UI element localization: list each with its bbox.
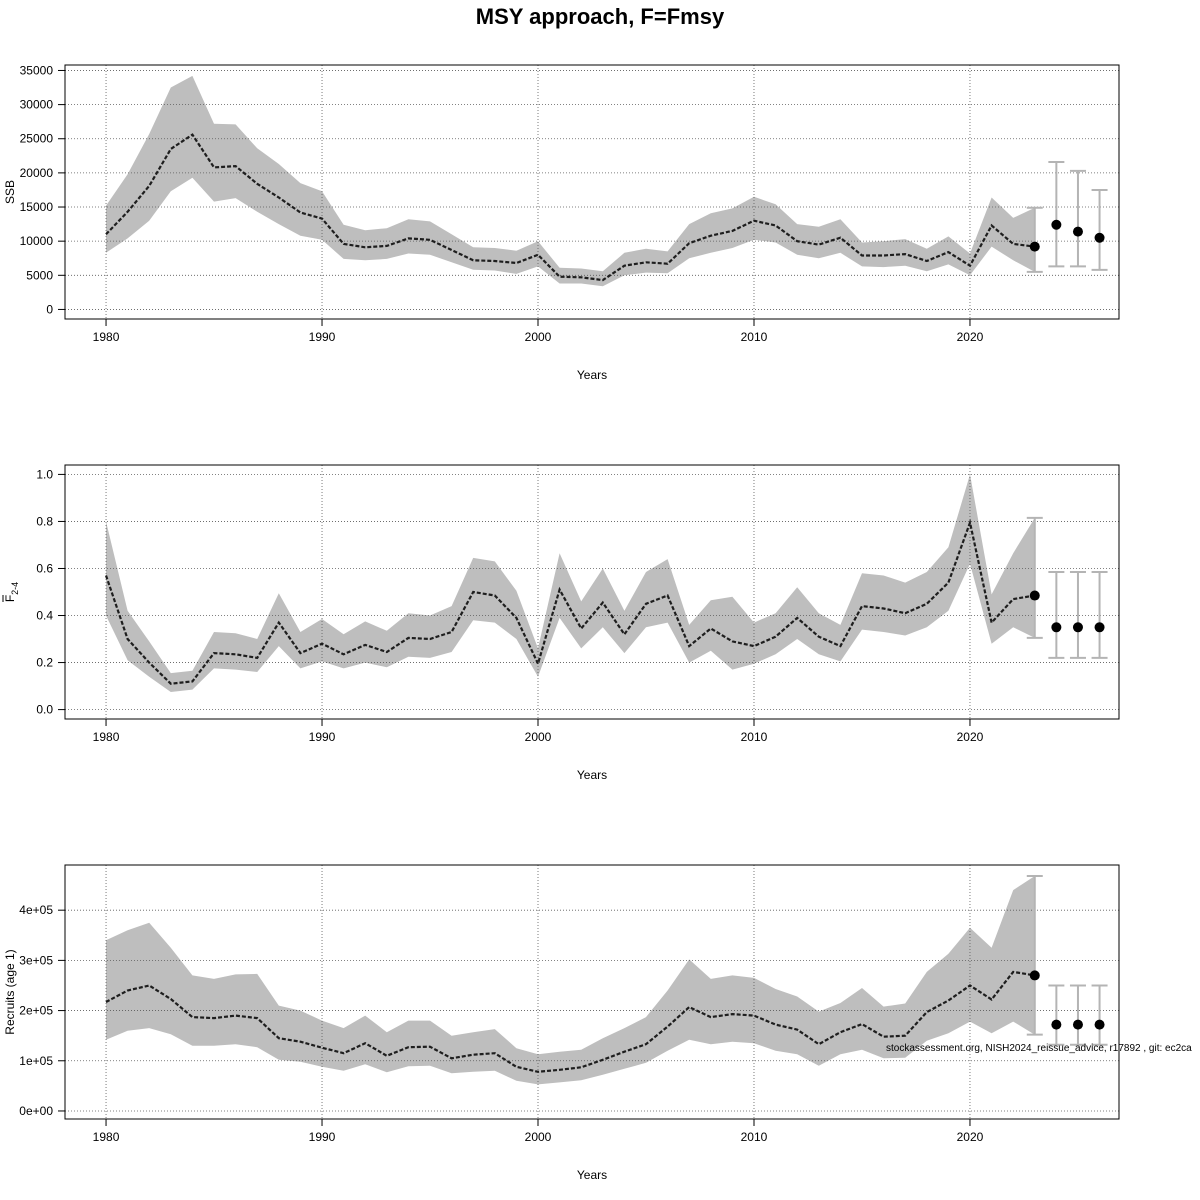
fbar-xtick-label: 2010 xyxy=(741,730,768,744)
ssb-data-point xyxy=(1051,219,1062,230)
recruits-ytick-label: 4e+05 xyxy=(19,903,53,917)
recruits-ytick-label: 1e+05 xyxy=(19,1054,53,1068)
fbar-ytick-label: 0.4 xyxy=(36,609,53,623)
recruits-plot-frame xyxy=(64,864,1120,1120)
ssb-ytick-label: 10000 xyxy=(20,234,54,248)
fbar-data-point xyxy=(1072,622,1083,633)
recruits-data-point xyxy=(1094,1019,1105,1030)
footer-note: stockassessment.org, NISH2024_reissue_ad… xyxy=(886,1043,1192,1054)
panel-fbar: 1980 1990 2000 2010 2020 0.0 0.2 0.4 0.6 0.8 1.0 Ye… xyxy=(2,464,1120,782)
recruits-ytick-label: 3e+05 xyxy=(19,953,53,967)
ssb-data-point xyxy=(1094,232,1105,243)
recruits-xtick-label: 1980 xyxy=(93,1130,120,1144)
ssb-ytick-label: 5000 xyxy=(26,268,53,282)
ssb-xtick-label: 2010 xyxy=(741,330,768,344)
fbar-data-point xyxy=(1051,622,1062,633)
ssb-ytick-label: 35000 xyxy=(20,63,54,77)
ssb-data-point xyxy=(1029,241,1040,252)
fbar-ytick-label: 0.0 xyxy=(36,703,53,717)
recruits-data-point xyxy=(1072,1019,1083,1030)
fbar-yaxis-label-subscript: 2-4 xyxy=(10,582,20,595)
ssb-ytick-label: 0 xyxy=(46,302,53,316)
fbar-data-point xyxy=(1029,590,1040,601)
fbar-estimate-line xyxy=(104,518,1035,685)
fbar-xtick-label: 2000 xyxy=(525,730,552,744)
recruits-estimate-line xyxy=(105,970,1035,1073)
chart-title: MSY approach, F=Fmsy xyxy=(476,4,725,29)
recruits-data-point xyxy=(1051,1019,1062,1030)
ssb-estimate-line xyxy=(105,133,1035,282)
fbar-ytick-label: 1.0 xyxy=(36,467,53,481)
ssb-ytick-label: 15000 xyxy=(20,200,54,214)
ssb-xtick-label: 2000 xyxy=(525,330,552,344)
ssb-xaxis-label: Years xyxy=(577,368,607,382)
fbar-plot-frame xyxy=(64,464,1120,720)
recruits-xtick-label: 2020 xyxy=(957,1130,984,1144)
ssb-confidence-band xyxy=(106,75,1035,287)
recruits-xtick-label: 2010 xyxy=(741,1130,768,1144)
ssb-xtick-label: 1990 xyxy=(309,330,336,344)
recruits-xtick-label: 2000 xyxy=(525,1130,552,1144)
fbar-xtick-label: 1990 xyxy=(309,730,336,744)
fbar-confidence-band xyxy=(106,474,1035,692)
ssb-ytick-label: 20000 xyxy=(20,166,54,180)
ssb-xtick-label: 2020 xyxy=(957,330,984,344)
recruits-xaxis-label: Years xyxy=(577,1168,607,1182)
ssb-xtick-label: 1980 xyxy=(93,330,120,344)
fbar-ytick-label: 0.2 xyxy=(36,656,53,670)
panel-ssb: 1980 1990 2000 2010 2020 0 5000 10000 15000 20000… xyxy=(3,63,1120,382)
fbar-ytick-label: 0.6 xyxy=(36,561,53,575)
ssb-data-point xyxy=(1072,226,1083,237)
ssb-yaxis-label: SSB xyxy=(3,180,17,204)
fbar-ytick-label: 0.8 xyxy=(36,514,53,528)
recruits-ytick-label: 2e+05 xyxy=(19,1004,53,1018)
recruits-data-point xyxy=(1029,970,1040,981)
fbar-xtick-label: 1980 xyxy=(93,730,120,744)
fbar-xaxis-label: Years xyxy=(577,768,607,782)
ssb-ytick-label: 30000 xyxy=(20,98,54,112)
panel-recruits: 1980 1990 2000 2010 2020 0e+00 1e+05 2e+05 3e+05… xyxy=(3,864,1120,1182)
fbar-xtick-label: 2020 xyxy=(957,730,984,744)
fbar-data-point xyxy=(1094,622,1105,633)
ssb-ytick-label: 25000 xyxy=(20,132,54,146)
ssb-plot-frame xyxy=(64,64,1120,320)
recruits-ytick-label: 0e+00 xyxy=(19,1104,53,1118)
recruits-xtick-label: 1990 xyxy=(309,1130,336,1144)
fbar-yaxis-label: F2-4 xyxy=(3,582,20,602)
recruits-yaxis-label: Recruits (age 1) xyxy=(3,949,17,1034)
